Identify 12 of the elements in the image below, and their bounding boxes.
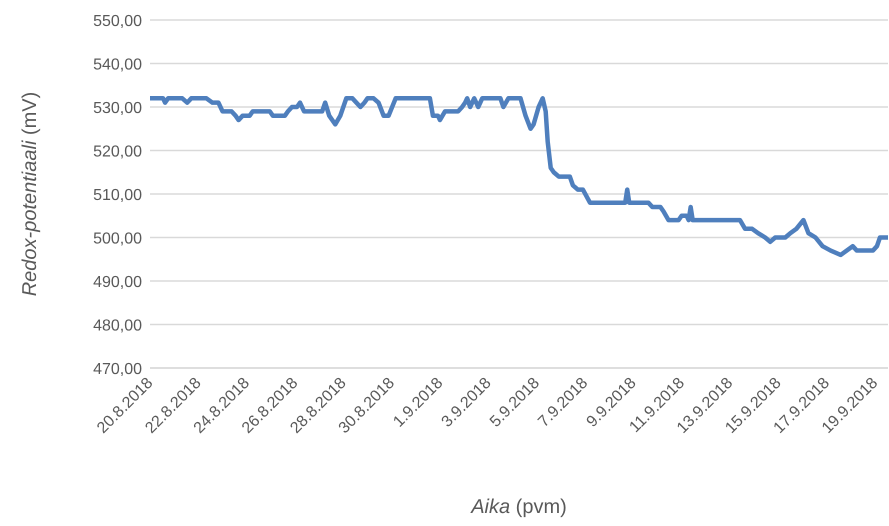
y-tick-label: 540,00 — [93, 56, 142, 74]
y-tick-label: 470,00 — [93, 361, 142, 378]
line-series — [150, 96, 888, 258]
y-tick-label: 510,00 — [93, 187, 142, 204]
y-tick-label: 500,00 — [93, 230, 142, 248]
y-tick-label: 550,00 — [93, 13, 142, 30]
y-tick-label: 490,00 — [93, 274, 142, 291]
y-tick-label: 480,00 — [93, 318, 142, 334]
y-tick-label: 530,00 — [93, 100, 142, 117]
y-tick-label: 520,00 — [93, 144, 142, 160]
y-axis-title: Redox-potentiaali (mV) — [19, 92, 41, 296]
x-axis-title: Aika (pvm) — [470, 496, 567, 518]
